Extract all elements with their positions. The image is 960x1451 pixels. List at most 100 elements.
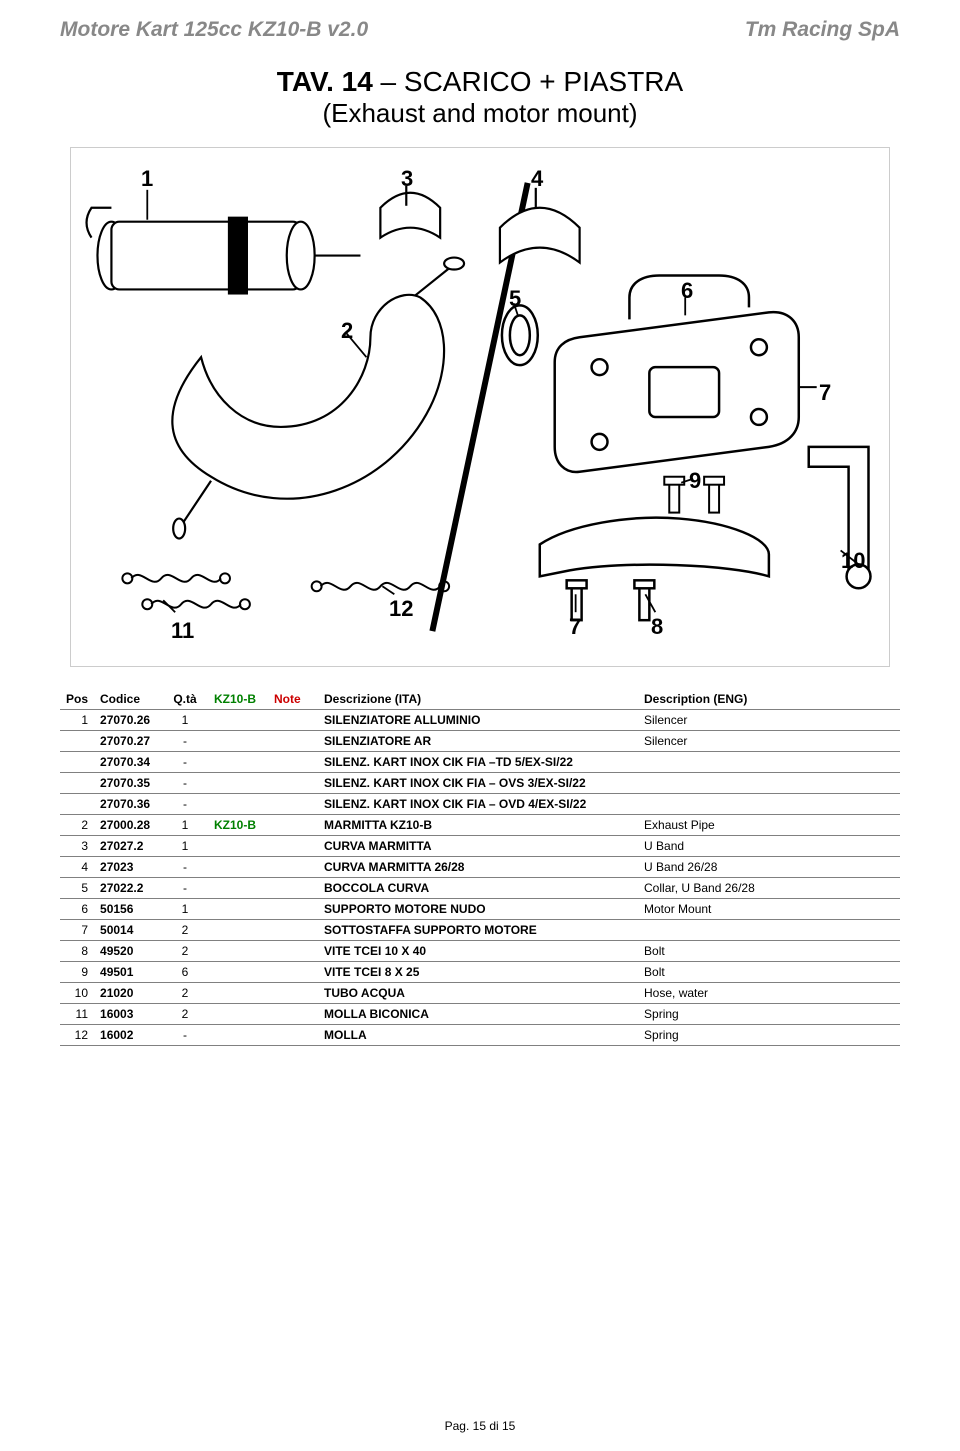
cell-pos: 12 [60,1025,94,1046]
table-row: 327027.21CURVA MARMITTAU Band [60,836,900,857]
diagram-label: 11 [171,618,194,644]
col-desc: Descrizione (ITA) [318,689,638,710]
cell-desc: VITE TCEI 10 X 40 [318,941,638,962]
cell-desc: MARMITTA KZ10-B [318,815,638,836]
diagram-label: 10 [841,548,865,574]
cell-kz [208,1004,268,1025]
table-row: 27070.36-SILENZ. KART INOX CIK FIA – OVD… [60,794,900,815]
cell-eng: Spring [638,1025,900,1046]
cell-qta: 1 [162,815,208,836]
diagram-svg [71,148,889,666]
table-row: 127070.261SILENZIATORE ALLUMINIOSilencer [60,710,900,731]
diagram-label: 8 [651,614,663,640]
table-row: 1216002-MOLLASpring [60,1025,900,1046]
cell-desc: CURVA MARMITTA [318,836,638,857]
table-row: 11160032MOLLA BICONICASpring [60,1004,900,1025]
diagram-label: 12 [389,596,413,622]
cell-codice: 27022.2 [94,878,162,899]
cell-eng: Motor Mount [638,899,900,920]
table-body: 127070.261SILENZIATORE ALLUMINIOSilencer… [60,710,900,1046]
cell-desc: TUBO ACQUA [318,983,638,1004]
cell-note [268,1004,318,1025]
table-row: 427023-CURVA MARMITTA 26/28U Band 26/28 [60,857,900,878]
parts-table-wrap: Pos Codice Q.tà KZ10-B Note Descrizione … [60,689,900,1046]
cell-pos: 1 [60,710,94,731]
cell-kz: KZ10-B [208,815,268,836]
cell-pos: 5 [60,878,94,899]
cell-pos [60,773,94,794]
cell-kz [208,752,268,773]
table-row: 27070.27-SILENZIATORE ARSilencer [60,731,900,752]
cell-codice: 16002 [94,1025,162,1046]
cell-eng: Bolt [638,962,900,983]
cell-pos: 10 [60,983,94,1004]
title-line2: (Exhaust and motor mount) [60,98,900,129]
cell-pos: 3 [60,836,94,857]
cell-pos [60,752,94,773]
parts-table: Pos Codice Q.tà KZ10-B Note Descrizione … [60,689,900,1046]
cell-kz [208,836,268,857]
cell-codice: 50156 [94,899,162,920]
header-right: Tm Racing SpA [745,18,900,42]
cell-note [268,983,318,1004]
cell-kz [208,773,268,794]
table-row: 527022.2-BOCCOLA CURVACollar, U Band 26/… [60,878,900,899]
cell-pos: 9 [60,962,94,983]
cell-note [268,962,318,983]
cell-note [268,1025,318,1046]
cell-desc: BOCCOLA CURVA [318,878,638,899]
cell-qta: 1 [162,899,208,920]
diagram-label: 7 [569,614,581,640]
cell-note [268,815,318,836]
cell-qta: - [162,752,208,773]
cell-kz [208,878,268,899]
cell-qta: 6 [162,962,208,983]
cell-kz [208,794,268,815]
col-codice: Codice [94,689,162,710]
cell-eng [638,920,900,941]
cell-kz [208,710,268,731]
cell-desc: SILENZ. KART INOX CIK FIA –TD 5/EX-SI/22 [318,752,638,773]
diagram-label: 1 [141,166,153,192]
cell-eng: Silencer [638,710,900,731]
cell-qta: 2 [162,941,208,962]
parts-diagram: 1342567910121178 [70,147,890,667]
cell-eng: Exhaust Pipe [638,815,900,836]
cell-eng: U Band 26/28 [638,857,900,878]
page-footer: Pag. 15 di 15 [0,1419,960,1433]
diagram-label: 3 [401,166,413,192]
title-line1: TAV. 14 – SCARICO + PIASTRA [60,66,900,98]
cell-codice: 27070.26 [94,710,162,731]
table-row: 8495202VITE TCEI 10 X 40Bolt [60,941,900,962]
cell-qta: 2 [162,920,208,941]
cell-qta: - [162,731,208,752]
cell-note [268,899,318,920]
col-note: Note [268,689,318,710]
cell-qta: - [162,878,208,899]
cell-codice: 50014 [94,920,162,941]
table-row: 6501561SUPPORTO MOTORE NUDOMotor Mount [60,899,900,920]
cell-note [268,878,318,899]
cell-desc: SILENZ. KART INOX CIK FIA – OVS 3/EX-SI/… [318,773,638,794]
cell-note [268,794,318,815]
cell-desc: SILENZIATORE ALLUMINIO [318,710,638,731]
cell-pos: 2 [60,815,94,836]
cell-note [268,920,318,941]
cell-qta: - [162,857,208,878]
cell-desc: MOLLA BICONICA [318,1004,638,1025]
cell-note [268,773,318,794]
cell-codice: 21020 [94,983,162,1004]
cell-codice: 27070.36 [94,794,162,815]
col-qta: Q.tà [162,689,208,710]
cell-codice: 27070.34 [94,752,162,773]
cell-qta: - [162,794,208,815]
cell-eng [638,773,900,794]
cell-kz [208,941,268,962]
cell-codice: 27027.2 [94,836,162,857]
diagram-label: 5 [509,286,521,312]
cell-desc: VITE TCEI 8 X 25 [318,962,638,983]
table-row: 9495016VITE TCEI 8 X 25Bolt [60,962,900,983]
cell-eng: Silencer [638,731,900,752]
cell-qta: 2 [162,983,208,1004]
table-header-row: Pos Codice Q.tà KZ10-B Note Descrizione … [60,689,900,710]
